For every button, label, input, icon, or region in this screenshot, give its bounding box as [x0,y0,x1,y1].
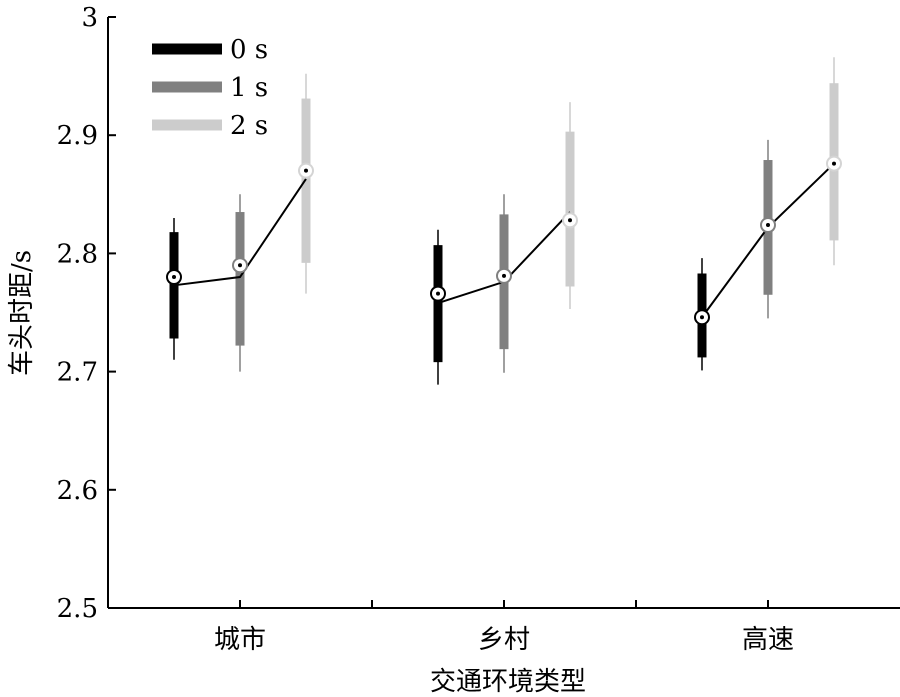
box-body [235,212,245,346]
median-dot [700,315,704,320]
axes: 2.5 2.6 2.7 2.8 2.9 3 城市 乡村 高速 [57,3,900,655]
y-tick-label: 2.6 [57,476,98,506]
y-tick-label: 2.8 [57,239,98,269]
median-dot [436,291,440,296]
y-tick-label: 2.5 [57,594,98,624]
x-tick-label: 乡村 [478,625,530,655]
y-axis-label: 车头时距/s [7,250,37,376]
y-tick-label: 2.9 [57,121,98,151]
median-dot [568,218,572,223]
median-dot [832,161,836,166]
mean-connector-line [173,178,307,287]
median-dot [172,275,176,280]
median-dot [238,263,242,268]
plot-area [166,57,842,385]
median-dot [304,168,308,173]
legend: 0 s 1 s 2 s [152,35,268,141]
legend-label: 2 s [230,111,268,141]
median-dot [766,223,770,228]
y-tick-label: 3 [81,3,98,33]
x-tick-label: 高速 [742,625,794,655]
legend-label: 1 s [230,73,268,103]
y-tick-label: 2.7 [57,358,98,388]
box-body [433,245,443,363]
x-axis-label: 交通环境类型 [430,667,586,697]
median-dot [502,273,506,278]
box-body [565,131,575,287]
legend-label: 0 s [230,35,268,65]
x-tick-label: 城市 [214,625,266,655]
